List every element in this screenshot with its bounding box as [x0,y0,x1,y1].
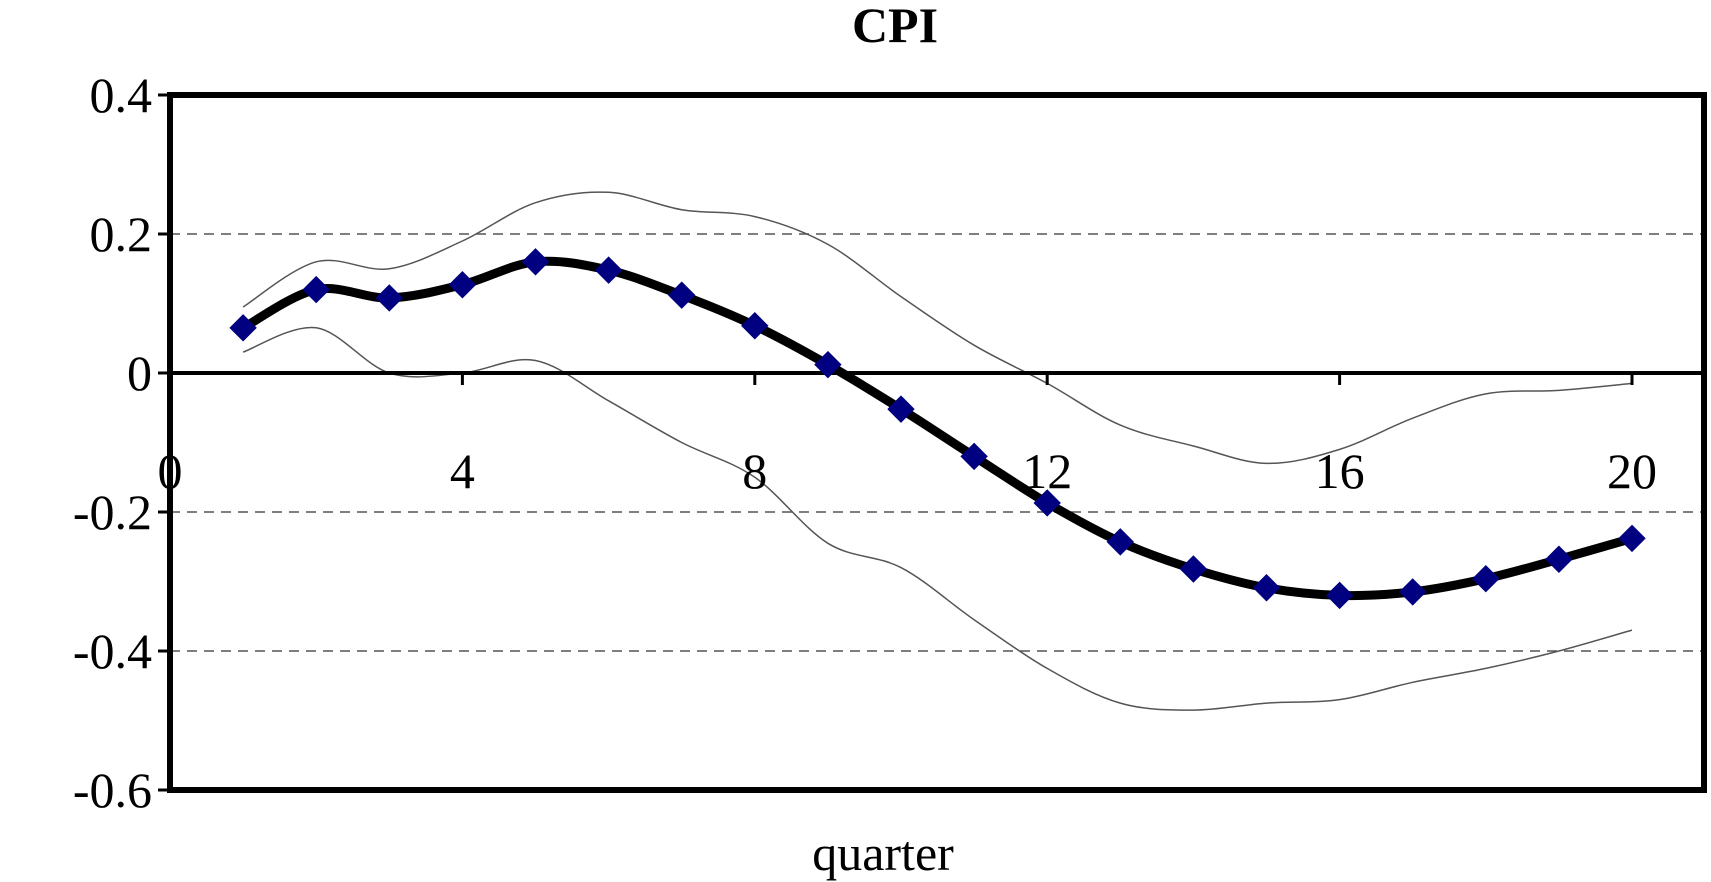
data-point-marker [667,281,696,309]
y-tick-label: 0.4 [90,67,153,123]
data-point-marker [741,312,769,340]
lower-band-line [242,326,1633,711]
y-tick-label: -0.6 [73,762,152,818]
data-point-marker [375,284,404,312]
data-point-marker [1398,578,1427,606]
x-axis-label: quarter [812,825,954,881]
data-point-marker [1106,528,1135,556]
y-axis-ticks: 0.4 0.2 0 -0.2 -0.4 -0.6 [73,67,170,818]
x-axis-ticks: 0 4 8 12 16 20 [158,373,1657,499]
x-tick-label: 20 [1607,443,1657,499]
data-point-marker [814,350,842,379]
data-point-marker [448,271,477,299]
data-point-marker [1545,545,1573,573]
upper-band-line [242,191,1633,465]
chart-title: CPI [852,0,938,53]
data-point-marker [1618,524,1646,553]
y-tick-label: 0 [127,345,152,401]
data-point-marker [302,275,330,304]
data-point-marker [229,314,257,342]
data-point-marker [594,256,623,284]
x-tick-label: 0 [158,443,183,499]
x-tick-label: 12 [1022,443,1072,499]
data-point-marker [887,395,915,423]
data-point-marker [960,442,988,471]
data-point-marker [1033,489,1061,517]
y-tick-label: 0.2 [90,206,153,262]
response-line-path [238,256,1637,601]
data-point-marker [1252,574,1281,602]
response-line [238,256,1637,601]
response-markers [229,248,1646,610]
data-point-marker [1472,565,1500,593]
x-tick-label: 4 [450,443,475,499]
x-tick-label: 16 [1315,443,1365,499]
y-tick-label: -0.4 [73,623,152,679]
y-tick-label: -0.2 [73,484,152,540]
data-point-marker [1179,555,1208,583]
gridlines [170,233,1704,652]
data-point-marker [1325,581,1354,610]
x-tick-label: 8 [742,443,767,499]
data-point-marker [521,248,550,276]
plot-area-frame [167,92,1707,793]
